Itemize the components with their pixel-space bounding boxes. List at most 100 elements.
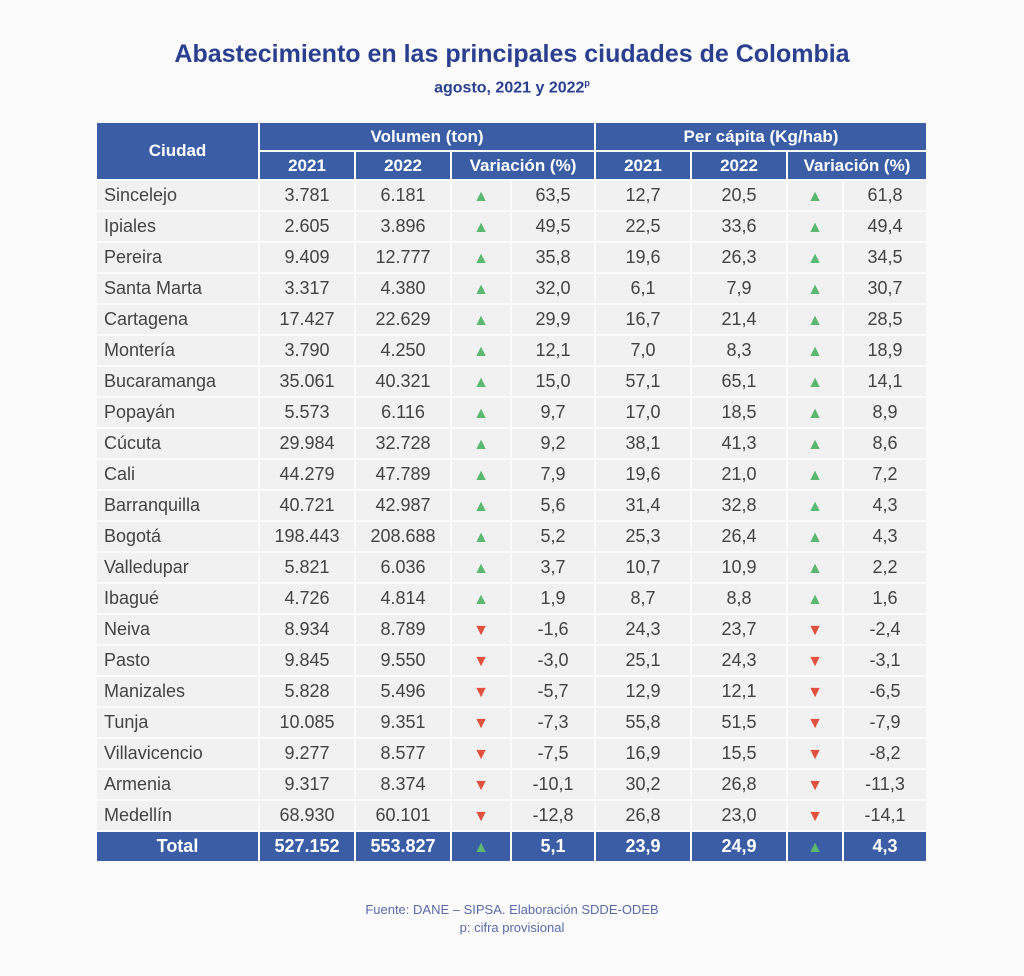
- value-cell: -6,5: [844, 677, 926, 706]
- arrow-down-icon: ▼: [452, 646, 510, 675]
- header-vol-2022: 2022: [356, 152, 450, 179]
- value-cell: 24,3: [596, 615, 690, 644]
- value-cell: 8.789: [356, 615, 450, 644]
- value-cell: -1,6: [512, 615, 594, 644]
- city-cell: Cartagena: [97, 305, 258, 334]
- table-row: Pasto 9.845 9.550 ▼ -3,0 25,1 24,3 ▼ -3,1: [97, 646, 926, 675]
- city-cell: Neiva: [97, 615, 258, 644]
- arrow-up-icon: ▲: [452, 553, 510, 582]
- value-cell: 33,6: [692, 212, 786, 241]
- city-cell: Cúcuta: [97, 429, 258, 458]
- value-cell: 22,5: [596, 212, 690, 241]
- city-cell: Popayán: [97, 398, 258, 427]
- city-cell: Bucaramanga: [97, 367, 258, 396]
- value-cell: 527.152: [260, 832, 354, 861]
- value-cell: 7,9: [512, 460, 594, 489]
- provisional-mark: p: [584, 78, 590, 88]
- value-cell: 4.726: [260, 584, 354, 613]
- arrow-up-icon: ▲: [788, 243, 842, 272]
- city-cell: Villavicencio: [97, 739, 258, 768]
- value-cell: 8,3: [692, 336, 786, 365]
- arrow-down-icon: ▼: [788, 615, 842, 644]
- source-note: Fuente: DANE – SIPSA. Elaboración SDDE-O…: [365, 902, 659, 917]
- value-cell: 5,1: [512, 832, 594, 861]
- arrow-down-icon: ▼: [788, 739, 842, 768]
- value-cell: 40.321: [356, 367, 450, 396]
- city-cell: Sincelejo: [97, 181, 258, 210]
- value-cell: 553.827: [356, 832, 450, 861]
- value-cell: 51,5: [692, 708, 786, 737]
- table-row: Barranquilla 40.721 42.987 ▲ 5,6 31,4 32,8 ▲ 4,3: [97, 491, 926, 520]
- value-cell: 9.317: [260, 770, 354, 799]
- value-cell: 4.380: [356, 274, 450, 303]
- value-cell: 20,5: [692, 181, 786, 210]
- value-cell: 8,7: [596, 584, 690, 613]
- value-cell: 8.577: [356, 739, 450, 768]
- value-cell: 47.789: [356, 460, 450, 489]
- value-cell: 2,2: [844, 553, 926, 582]
- arrow-down-icon: ▼: [452, 739, 510, 768]
- value-cell: 16,9: [596, 739, 690, 768]
- value-cell: 61,8: [844, 181, 926, 210]
- value-cell: -10,1: [512, 770, 594, 799]
- value-cell: 32,0: [512, 274, 594, 303]
- arrow-up-icon: ▲: [788, 460, 842, 489]
- value-cell: 63,5: [512, 181, 594, 210]
- value-cell: 3.896: [356, 212, 450, 241]
- value-cell: 49,5: [512, 212, 594, 241]
- value-cell: 22.629: [356, 305, 450, 334]
- value-cell: 12,7: [596, 181, 690, 210]
- value-cell: 1,6: [844, 584, 926, 613]
- value-cell: 3.781: [260, 181, 354, 210]
- value-cell: 24,9: [692, 832, 786, 861]
- city-cell: Medellín: [97, 801, 258, 830]
- city-cell: Tunja: [97, 708, 258, 737]
- city-cell: Manizales: [97, 677, 258, 706]
- arrow-up-icon: ▲: [788, 212, 842, 241]
- value-cell: 10,7: [596, 553, 690, 582]
- value-cell: 18,5: [692, 398, 786, 427]
- table-row: Medellín 68.930 60.101 ▼ -12,8 26,8 23,0 ▼ -14,1: [97, 801, 926, 830]
- value-cell: 28,5: [844, 305, 926, 334]
- value-cell: 19,6: [596, 243, 690, 272]
- arrow-down-icon: ▼: [452, 770, 510, 799]
- value-cell: 30,7: [844, 274, 926, 303]
- arrow-up-icon: ▲: [452, 305, 510, 334]
- value-cell: 26,8: [596, 801, 690, 830]
- value-cell: 8.934: [260, 615, 354, 644]
- arrow-up-icon: ▲: [452, 212, 510, 241]
- city-cell: Valledupar: [97, 553, 258, 582]
- value-cell: 38,1: [596, 429, 690, 458]
- table-row: Bogotá 198.443 208.688 ▲ 5,2 25,3 26,4 ▲ 4,3: [97, 522, 926, 551]
- city-cell: Pasto: [97, 646, 258, 675]
- table-row: Pereira 9.409 12.777 ▲ 35,8 19,6 26,3 ▲ 34,5: [97, 243, 926, 272]
- table-row: Ibagué 4.726 4.814 ▲ 1,9 8,7 8,8 ▲ 1,6: [97, 584, 926, 613]
- value-cell: 9,7: [512, 398, 594, 427]
- value-cell: 8.374: [356, 770, 450, 799]
- arrow-up-icon: ▲: [788, 336, 842, 365]
- value-cell: 7,9: [692, 274, 786, 303]
- city-cell: Ipiales: [97, 212, 258, 241]
- value-cell: 4,3: [844, 832, 926, 861]
- value-cell: -12,8: [512, 801, 594, 830]
- value-cell: 26,8: [692, 770, 786, 799]
- value-cell: 6.181: [356, 181, 450, 210]
- value-cell: 18,9: [844, 336, 926, 365]
- value-cell: 3.317: [260, 274, 354, 303]
- city-cell: Cali: [97, 460, 258, 489]
- value-cell: 29,9: [512, 305, 594, 334]
- value-cell: 44.279: [260, 460, 354, 489]
- table-row: Sincelejo 3.781 6.181 ▲ 63,5 12,7 20,5 ▲ 61,8: [97, 181, 926, 210]
- header-percapita: Per cápita (Kg/hab): [596, 123, 926, 150]
- value-cell: 42.987: [356, 491, 450, 520]
- arrow-up-icon: ▲: [452, 460, 510, 489]
- table-row: Valledupar 5.821 6.036 ▲ 3,7 10,7 10,9 ▲ 2,2: [97, 553, 926, 582]
- value-cell: 40.721: [260, 491, 354, 520]
- value-cell: 17,0: [596, 398, 690, 427]
- value-cell: 12,1: [692, 677, 786, 706]
- value-cell: 9.351: [356, 708, 450, 737]
- arrow-up-icon: ▲: [452, 491, 510, 520]
- value-cell: 5,2: [512, 522, 594, 551]
- value-cell: 9,2: [512, 429, 594, 458]
- value-cell: 12,1: [512, 336, 594, 365]
